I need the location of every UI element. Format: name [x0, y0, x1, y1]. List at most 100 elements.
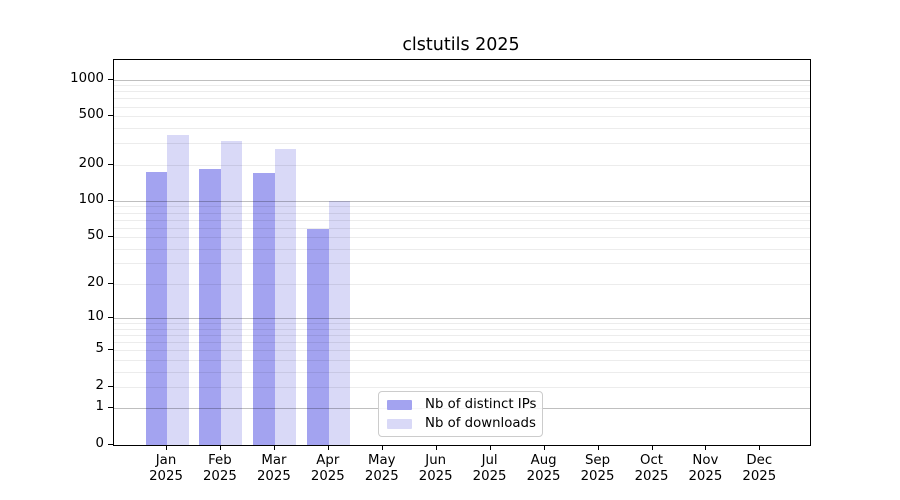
x-tick-label: Apr 2025 — [298, 453, 358, 485]
x-tick-mark — [327, 445, 329, 450]
x-tick-month: Jan — [155, 453, 177, 468]
x-tick-label: Dec 2025 — [729, 453, 789, 485]
major-gridline — [114, 79, 810, 81]
y-tick-label: 5 — [95, 341, 104, 357]
y-tick-mark — [108, 78, 113, 80]
x-tick-mark — [381, 445, 383, 450]
y-tick-mark — [108, 115, 113, 117]
minor-gridline — [114, 98, 810, 100]
x-tick-mark — [166, 445, 167, 450]
minor-gridline — [114, 335, 810, 336]
x-tick-year: 2025 — [472, 469, 507, 484]
y-tick-mark — [108, 317, 113, 319]
minor-gridline — [114, 106, 810, 108]
minor-gridline — [114, 359, 810, 361]
y-tick-label: 1000 — [70, 70, 104, 86]
y-tick-mark — [108, 444, 113, 445]
x-tick-year: 2025 — [742, 469, 777, 484]
x-tick-month: Jun — [425, 453, 447, 468]
x-tick-mark — [705, 445, 707, 450]
y-tick-mark — [108, 163, 113, 165]
x-tick-year: 2025 — [688, 469, 723, 484]
x-tick-year: 2025 — [418, 469, 453, 484]
minor-gridline — [114, 164, 810, 166]
x-tick-year: 2025 — [580, 469, 615, 484]
y-tick-mark — [108, 407, 113, 409]
x-tick-year: 2025 — [202, 469, 237, 484]
x-tick-label: Mar 2025 — [244, 453, 304, 485]
x-tick-label: Nov 2025 — [675, 453, 735, 485]
minor-gridline — [114, 212, 810, 214]
x-tick-month: Sep — [584, 453, 611, 468]
y-tick-label: 2 — [95, 377, 104, 393]
y-tick-mark — [108, 199, 113, 201]
legend: Nb of distinct IPs Nb of downloads — [378, 391, 543, 437]
plot-area — [113, 59, 811, 446]
minor-gridline — [114, 91, 810, 93]
y-tick-label: 200 — [78, 155, 104, 171]
y-tick-mark — [108, 236, 113, 237]
x-tick-year: 2025 — [149, 469, 183, 484]
x-tick-month: Jul — [481, 453, 498, 468]
minor-gridline — [114, 206, 810, 208]
x-tick-label: Jan 2025 — [136, 453, 196, 485]
x-tick-label: Jul 2025 — [460, 453, 520, 485]
x-tick-label: Feb 2025 — [190, 453, 250, 485]
x-tick-label: May 2025 — [352, 453, 412, 485]
minor-gridline — [114, 371, 810, 373]
minor-gridline — [114, 227, 810, 229]
y-tick-mark — [108, 385, 113, 387]
major-gridline — [114, 318, 810, 320]
x-tick-mark — [489, 445, 491, 450]
legend-item-downloads: Nb of downloads — [387, 416, 536, 431]
minor-gridline — [114, 342, 810, 344]
legend-item-distinct-ips: Nb of distinct IPs — [387, 397, 537, 412]
bar-distinct-ips — [199, 169, 221, 445]
x-tick-mark — [219, 445, 221, 450]
x-tick-year: 2025 — [310, 469, 345, 484]
x-tick-mark — [759, 445, 761, 450]
minor-gridline — [114, 237, 810, 238]
minor-gridline — [114, 143, 810, 145]
x-tick-month: Dec — [746, 453, 773, 468]
y-tick-label: 0 — [95, 436, 104, 451]
x-tick-mark — [273, 445, 275, 450]
minor-gridline — [114, 386, 810, 388]
x-tick-label: Jun 2025 — [406, 453, 466, 485]
y-tick-label: 50 — [87, 228, 104, 243]
minor-gridline — [114, 283, 810, 285]
bar-distinct-ips — [145, 171, 167, 445]
x-tick-mark — [435, 445, 437, 450]
legend-label-downloads: Nb of downloads — [425, 416, 536, 431]
x-tick-label: Aug 2025 — [514, 453, 574, 485]
minor-gridline — [114, 116, 810, 118]
minor-gridline — [114, 263, 810, 265]
legend-swatch-downloads — [387, 418, 412, 429]
y-tick-label: 20 — [87, 274, 104, 290]
x-tick-label: Oct 2025 — [622, 453, 682, 485]
x-tick-month: Aug — [530, 453, 557, 468]
minor-gridline — [114, 323, 810, 325]
legend-label-distinct-ips: Nb of distinct IPs — [425, 397, 537, 412]
x-tick-month: Oct — [640, 453, 663, 468]
x-tick-mark — [543, 445, 545, 450]
bar-downloads — [328, 200, 351, 445]
minor-gridline — [114, 85, 810, 87]
minor-gridline — [114, 127, 810, 129]
x-tick-year: 2025 — [364, 469, 399, 484]
x-tick-label: Sep 2025 — [568, 453, 628, 485]
x-tick-mark — [651, 445, 653, 450]
x-tick-year: 2025 — [526, 469, 561, 484]
bar-distinct-ips — [253, 172, 275, 445]
minor-gridline — [114, 350, 810, 352]
chart-title: clstutils 2025 — [402, 35, 520, 55]
x-tick-mark — [597, 445, 599, 450]
x-tick-month: May — [368, 453, 396, 468]
x-tick-month: Feb — [208, 453, 232, 468]
x-tick-year: 2025 — [634, 469, 669, 484]
y-tick-label: 1 — [95, 399, 104, 415]
bar-downloads — [167, 135, 189, 445]
y-tick-mark — [108, 282, 113, 284]
y-tick-label: 100 — [78, 191, 104, 207]
